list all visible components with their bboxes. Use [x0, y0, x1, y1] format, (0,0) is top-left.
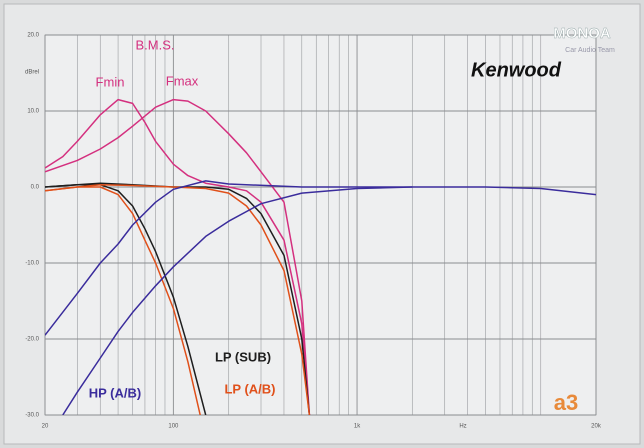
y-tick-label: 20.0	[27, 33, 39, 39]
y-tick-label: 10.0	[27, 109, 39, 115]
series-line	[45, 182, 311, 415]
series-label: HP (A/B)	[89, 385, 141, 400]
x-axis-label: Hz	[459, 424, 466, 430]
series-line	[45, 98, 311, 415]
badge: a3	[554, 390, 578, 415]
series-line	[45, 98, 311, 415]
plot-area	[44, 34, 597, 416]
series-line	[62, 186, 413, 415]
y-tick-label: -30.0	[25, 413, 39, 419]
series-label: LP (A/B)	[224, 381, 275, 396]
x-tick-label: 100	[168, 424, 179, 430]
brand-label: Kenwood	[471, 59, 562, 81]
y-tick-label: -10.0	[25, 261, 39, 267]
x-tick-label: 1k	[354, 424, 361, 430]
series-line	[45, 183, 311, 415]
annotation: B.M.S.	[135, 37, 174, 52]
watermark-sub: Car Audio Team	[565, 47, 615, 54]
series-line	[45, 180, 596, 336]
series-label: Fmin	[96, 74, 125, 89]
series-label: Fmax	[166, 73, 199, 88]
x-tick-label: 20k	[591, 424, 602, 430]
x-tick-label: 20	[42, 424, 49, 430]
watermark: MONOA	[553, 25, 611, 42]
y-axis-label: dBrel	[25, 70, 39, 76]
series-label: LP (SUB)	[215, 349, 271, 364]
y-tick-label: 0.0	[31, 185, 40, 191]
series-line	[45, 186, 201, 415]
y-tick-label: -20.0	[25, 337, 39, 343]
